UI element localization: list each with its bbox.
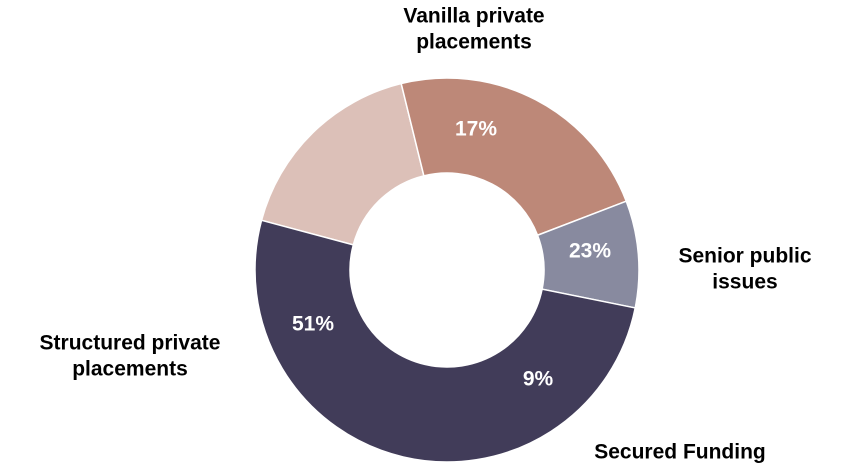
slice-category-label-1: Senior public issues [678,245,811,294]
donut-slice-3 [254,219,637,463]
slice-category-label-line: Vanilla private [403,5,544,28]
slice-category-label-2: Secured Funding [594,441,766,464]
slice-category-label-line: placements [72,358,188,381]
slice-value-label-2: 9% [523,368,554,391]
slice-category-label-3: Structured private placements [40,332,221,381]
slice-category-label-line: issues [712,271,777,294]
donut-slice-1 [400,77,628,237]
slice-category-label-line: placements [416,31,532,54]
slice-value-label-0: 17% [455,118,497,141]
slice-category-label-line: Structured private [40,332,221,355]
slice-category-label-line: Senior public [678,245,811,268]
donut-slice-0 [260,82,425,246]
slice-category-label-line: Secured Funding [594,441,766,464]
slice-value-label-1: 23% [569,240,611,263]
slice-value-label-3: 51% [292,313,334,336]
slice-category-label-0: Vanilla private placements [403,5,544,54]
